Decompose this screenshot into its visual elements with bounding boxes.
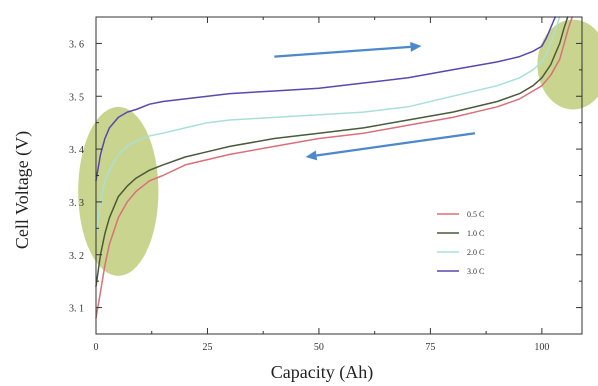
y-axis-ticks: 3. 1 3. 2 3. 3 3. 4 3. 5 3. 6 <box>69 39 582 315</box>
arrow-head <box>305 150 318 161</box>
y-axis-label: Cell Voltage (V) <box>12 131 33 249</box>
series-line-1-0-c <box>95 16 569 288</box>
plot-frame <box>95 16 583 335</box>
legend-label: 3.0 C <box>467 267 484 276</box>
series-lines <box>95 16 573 319</box>
x-tick-label: 75 <box>425 342 435 353</box>
highlight-ellipse-2 <box>537 19 598 110</box>
legend-label: 2.0 C <box>467 248 484 257</box>
legend-entry: 3.0 C <box>437 267 484 276</box>
arrow-shaft <box>274 45 411 58</box>
highlight-regions <box>78 19 598 276</box>
direction-arrows <box>274 41 476 161</box>
series-line-0-5-c <box>95 16 573 319</box>
arrow-head <box>410 41 422 52</box>
plot-border <box>95 16 583 335</box>
x-tick-label: 0 <box>94 342 99 353</box>
y-tick-label: 3. 6 <box>69 39 84 50</box>
arrow-right <box>274 41 422 58</box>
y-tick-label: 3. 1 <box>69 304 84 315</box>
legend-entry: 1.0 C <box>437 229 484 238</box>
x-axis-ticks: 0 25 50 75 100 <box>94 17 549 353</box>
y-tick-label: 3. 2 <box>69 251 84 262</box>
legend: 0.5 C 1.0 C 2.0 C 3.0 C <box>437 210 484 276</box>
series-line-3-0-c <box>95 16 556 182</box>
series-line-2-0-c <box>95 16 561 235</box>
y-tick-label: 3. 4 <box>69 145 84 156</box>
legend-label: 0.5 C <box>467 210 484 219</box>
legend-entry: 2.0 C <box>437 248 484 257</box>
legend-entry: 0.5 C <box>437 210 484 219</box>
x-tick-label: 50 <box>314 342 324 353</box>
legend-label: 1.0 C <box>467 229 484 238</box>
x-axis-label: Capacity (Ah) <box>271 362 373 383</box>
arrow-left <box>305 132 476 161</box>
y-tick-label: 3. 5 <box>69 92 84 103</box>
y-tick-label: 3. 3 <box>69 198 84 209</box>
highlight-ellipse-1 <box>78 106 159 276</box>
x-tick-label: 100 <box>534 342 549 353</box>
arrow-shaft <box>316 132 476 157</box>
x-tick-label: 25 <box>202 342 212 353</box>
